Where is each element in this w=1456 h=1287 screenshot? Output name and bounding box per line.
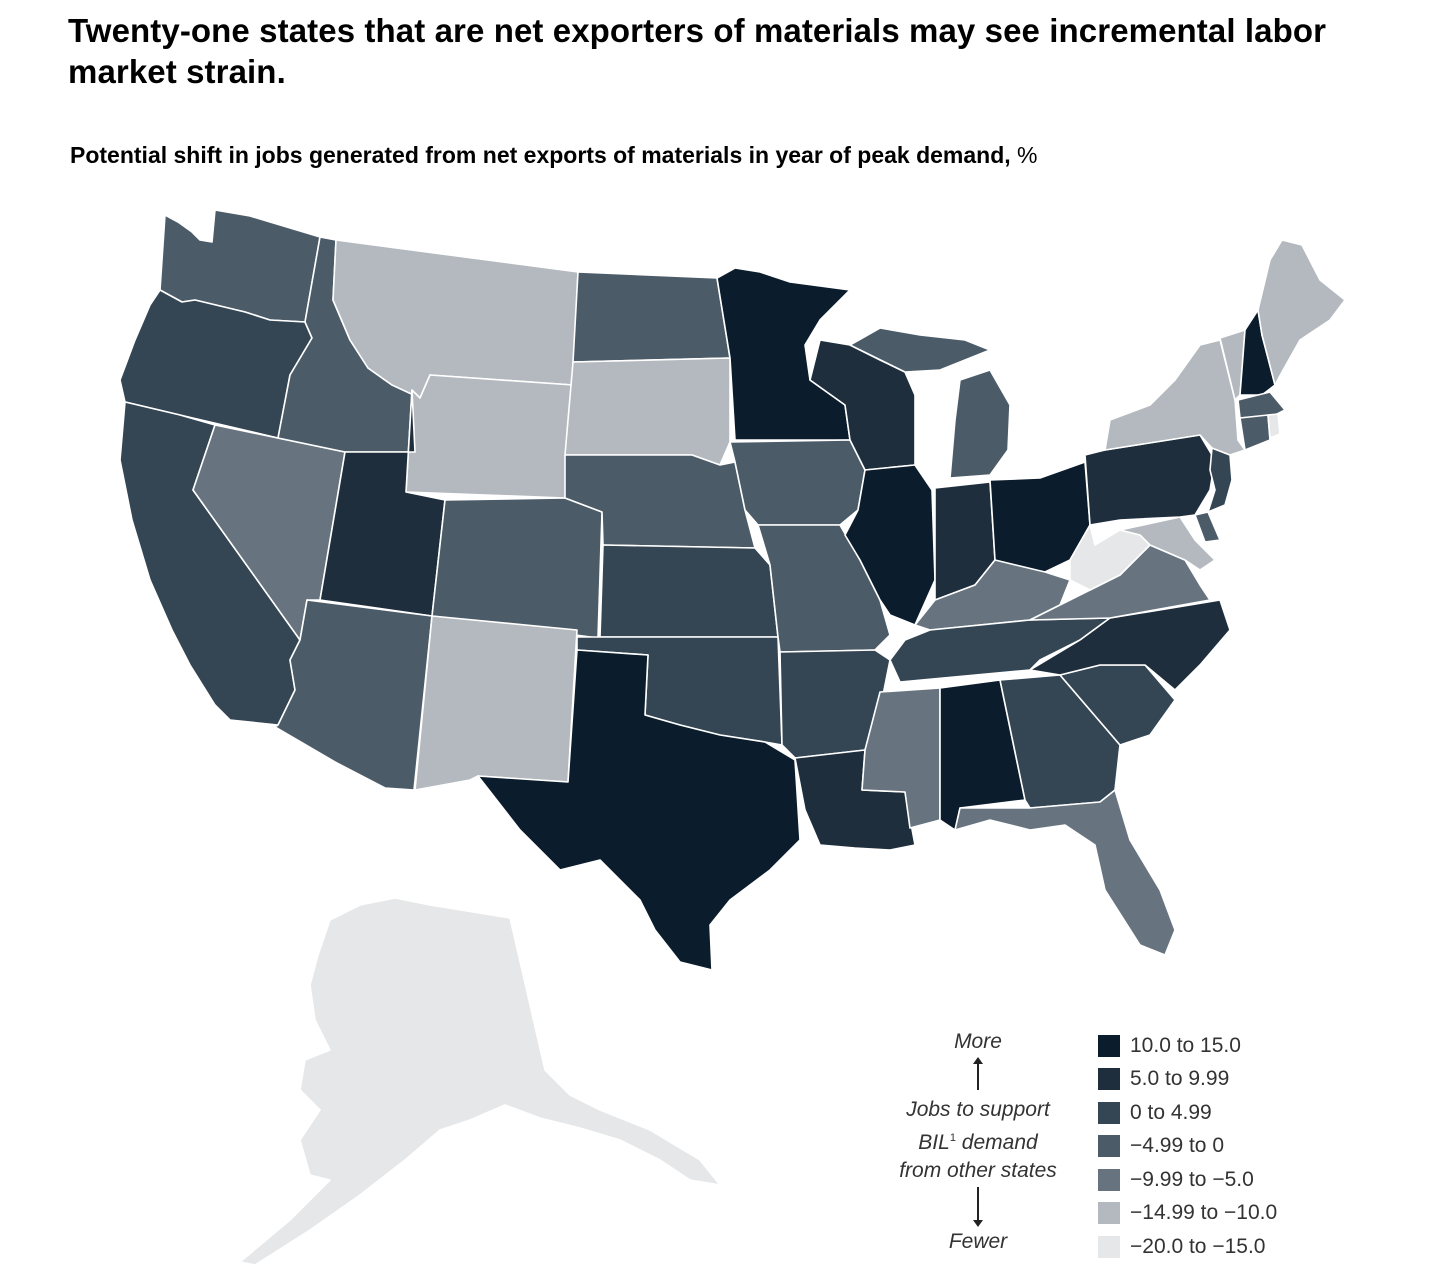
state-nebraska	[564, 454, 756, 549]
legend-swatch	[1098, 1168, 1120, 1191]
axis-label-line-3: from other states	[899, 1159, 1057, 1182]
state-rhode-island	[1267, 413, 1281, 439]
state-alaska	[239, 897, 721, 1266]
state-texas	[477, 649, 801, 971]
legend-fewer-label: Fewer	[948, 1230, 1008, 1253]
legend-item: 5.0 to 9.99	[1098, 1063, 1348, 1097]
state-south-dakota	[564, 357, 731, 466]
legend-label: 5.0 to 9.99	[1130, 1067, 1230, 1091]
state-colorado	[431, 497, 603, 639]
legend-item: −14.99 to −10.0	[1098, 1197, 1348, 1231]
state-massachusetts	[1237, 391, 1286, 419]
axis-label-bil: BIL	[918, 1131, 950, 1154]
legend-label: 0 to 4.99	[1130, 1100, 1212, 1124]
legend-label: −20.0 to −15.0	[1130, 1234, 1266, 1258]
legend-label: 10.0 to 15.0	[1130, 1033, 1241, 1057]
legend-swatch	[1098, 1135, 1120, 1158]
legend: 10.0 to 15.0 5.0 to 9.99 0 to 4.99 −4.99…	[1098, 1029, 1348, 1264]
legend-swatch	[1098, 1101, 1120, 1124]
state-connecticut	[1239, 414, 1271, 451]
legend-item: −9.99 to −5.0	[1098, 1163, 1348, 1197]
chart-title: Twenty-one states that are net exporters…	[68, 12, 1327, 90]
axis-label-demand: demand	[955, 1131, 1038, 1154]
legend-axis: More Jobs to support BIL1 demand from ot…	[868, 1030, 1088, 1270]
legend-axis-label: Jobs to support BIL1 demand from other s…	[868, 1096, 1088, 1185]
arrow-down-line	[977, 1187, 979, 1221]
state-florida	[954, 789, 1176, 956]
state-delaware	[1194, 511, 1221, 543]
legend-label: −4.99 to 0	[1130, 1134, 1224, 1158]
legend-item: −20.0 to −15.0	[1098, 1230, 1348, 1264]
legend-swatch	[1098, 1034, 1120, 1057]
subtitle-text: Potential shift in jobs generated from n…	[70, 142, 1011, 168]
arrow-down-icon	[973, 1220, 983, 1227]
state-maryland	[1119, 516, 1216, 571]
footnote-marker: 1	[949, 1132, 956, 1144]
state-minnesota	[716, 267, 851, 441]
chart-subtitle: Potential shift in jobs generated from n…	[70, 140, 1038, 170]
state-kansas	[599, 544, 779, 638]
state-north-dakota	[572, 271, 731, 363]
state-wyoming	[405, 374, 574, 499]
legend-swatch	[1098, 1235, 1120, 1258]
arrow-up-line	[977, 1060, 979, 1090]
state-illinois	[844, 464, 936, 626]
legend-more-label: More	[954, 1030, 1002, 1053]
legend-swatch	[1098, 1202, 1120, 1225]
state-new-jersey	[1207, 447, 1233, 513]
subtitle-unit: %	[1017, 142, 1038, 168]
state-utah	[319, 389, 446, 617]
axis-label-line-1: Jobs to support	[906, 1098, 1050, 1121]
state-north-carolina	[1029, 599, 1231, 691]
legend-item: −4.99 to 0	[1098, 1130, 1348, 1164]
state-iowa	[729, 439, 866, 526]
legend-item: 0 to 4.99	[1098, 1096, 1348, 1130]
state-new-mexico	[414, 615, 578, 791]
state-kentucky	[914, 559, 1071, 631]
legend-swatch	[1098, 1068, 1120, 1091]
legend-label: −9.99 to −5.0	[1130, 1167, 1254, 1191]
state-maine	[1257, 239, 1346, 386]
state-michigan	[849, 327, 1011, 479]
axis-label-line-2: BIL1 demand	[868, 1124, 1088, 1157]
legend-item: 10.0 to 15.0	[1098, 1029, 1348, 1063]
legend-label: −14.99 to −10.0	[1130, 1201, 1278, 1225]
